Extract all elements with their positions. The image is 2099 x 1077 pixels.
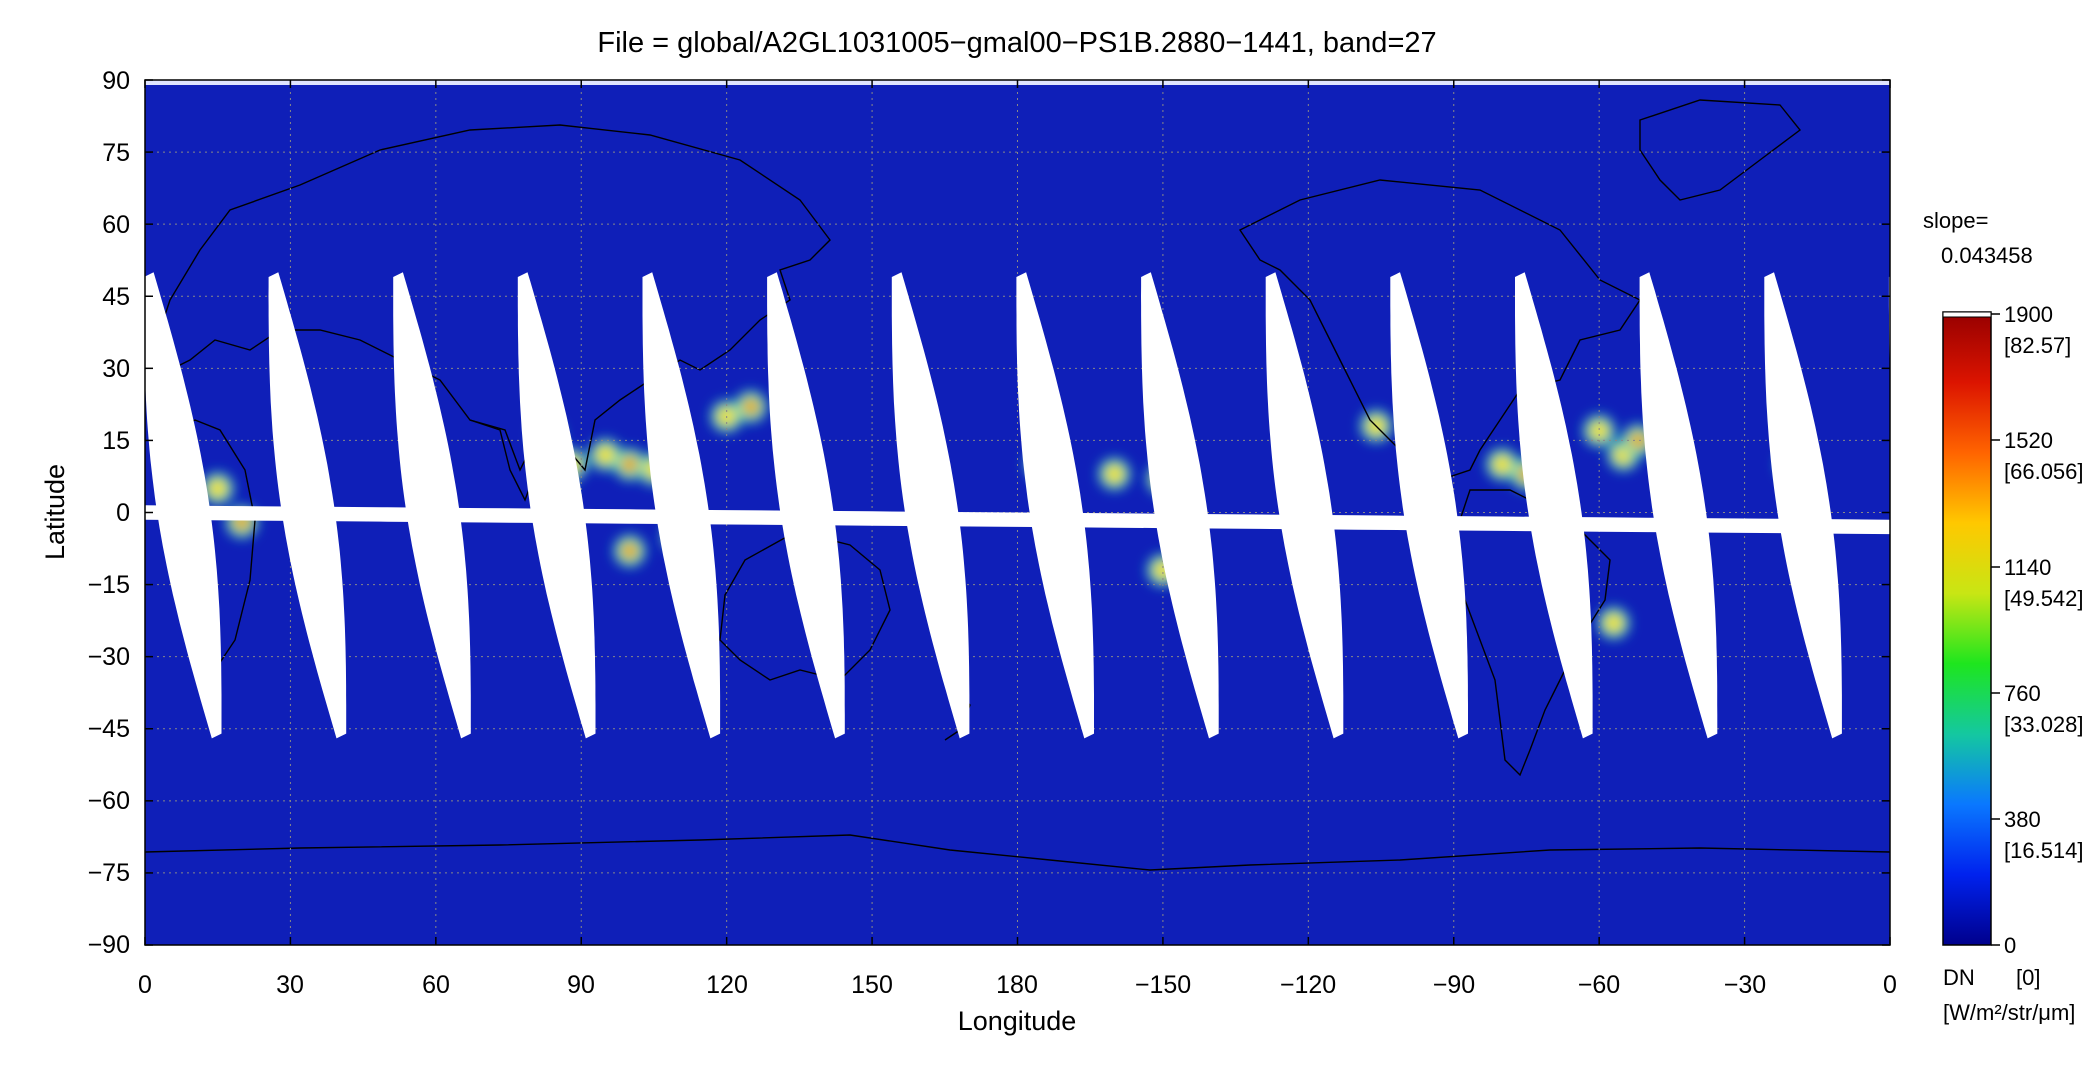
y-tick-label: −60 [88,787,130,815]
orbit-gap [767,272,845,739]
colorbar-rad-label: [49.542] [2004,586,2084,611]
colorbar: slope= 0.043458 1900 [82.57] 1520 [66.05… [1923,208,2084,1025]
y-tick-label: 75 [102,139,130,167]
x-tick-label: −30 [1724,971,1766,999]
colorbar-rad-label: [66.056] [2004,459,2084,484]
orbit-gap [1016,272,1094,739]
colorbar-rad-label: [33.028] [2004,712,2084,737]
orbit-gap [891,272,970,739]
y-tick-label: −45 [88,715,130,743]
colorbar-dn-label: 760 [2004,681,2041,706]
orbit-gap [1390,272,1468,739]
hotspot-core [624,545,635,556]
hotspot-core [624,459,635,470]
colorbar-top-cap [1942,311,1992,318]
colorbar-dn-label: 1520 [2004,428,2053,453]
orbit-gap [393,272,471,739]
hotspot [207,478,228,499]
hotspot-core [1632,435,1643,446]
x-tick-label: 90 [567,971,595,999]
x-tick-label: 30 [276,971,304,999]
orbit-gap [1265,272,1344,739]
chart-title: File = global/A2GL1031005−gmal00−PS1B.28… [597,27,1436,59]
y-tick-label: 60 [102,211,130,239]
hotspot [595,444,616,465]
x-tick-label: −90 [1433,971,1475,999]
x-axis-tick-labels: 0 30 60 90 120 150 180 −150 −120 −90 −60… [138,971,1897,999]
colorbar-ticks [1991,313,2000,946]
coastline-north-america [1238,179,1642,481]
orbit-gap [1764,272,1842,739]
coastline-greenland [1639,99,1801,201]
colorbar-slope-label: slope= [1923,208,1988,233]
colorbar-slope-value: 0.043458 [1941,243,2033,268]
orbit-gap [1639,272,1718,739]
equatorial-gap [145,505,1890,535]
x-tick-label: 0 [138,971,152,999]
y-tick-label: −15 [88,571,130,599]
y-axis-tick-labels: 90 75 60 45 30 15 0 −15 −30 −45 −60 −75 … [88,67,130,959]
x-axis-label: Longitude [958,1006,1077,1036]
hotspot-core [745,401,756,412]
y-axis-label: Latitude [40,464,70,560]
orbit-gaps [145,272,1890,739]
coastline-antarctica [145,834,1890,871]
y-tick-label: −30 [88,643,130,671]
x-tick-label: −60 [1578,971,1620,999]
x-tick-label: 120 [706,971,748,999]
y-tick-label: 45 [102,283,130,311]
orbit-gap [1141,272,1219,739]
orbit-gap [145,272,222,739]
colorbar-dn-label: 1900 [2004,302,2053,327]
hotspot [1104,464,1125,485]
colorbar-dn-label: 1140 [2004,555,2051,580]
y-tick-label: 15 [102,427,130,455]
hotspot [1589,420,1610,441]
colorbar-unit-dn: DN [1943,965,1975,990]
colorbar-dn-label: 0 [2004,933,2016,958]
hotspot [1603,613,1624,634]
x-tick-label: 150 [851,971,893,999]
colorbar-rad-label: [0] [2016,965,2040,990]
x-tick-label: −120 [1280,971,1336,999]
orbit-gap [642,272,721,739]
colorbar-gradient [1942,311,1992,946]
orbit-gap [517,272,596,739]
x-tick-label: 0 [1883,971,1897,999]
x-tick-label: 180 [996,971,1038,999]
colorbar-rad-label: [16.514] [2004,838,2084,863]
colorbar-rad-label: [82.57] [2004,333,2071,358]
y-tick-label: −75 [88,859,130,887]
y-tick-label: −90 [88,931,130,959]
x-tick-label: −150 [1135,971,1191,999]
orbit-gap [268,272,347,739]
orbit-gap [1515,272,1593,739]
x-tick-label: 60 [422,971,450,999]
axis-ticks [144,79,1891,946]
colorbar-unit-rad: [W/m²/str/μm] [1943,1000,2075,1025]
y-tick-label: 0 [116,499,130,527]
map-plot-area [145,80,1890,945]
y-tick-label: 30 [102,355,130,383]
colorbar-dn-label: 380 [2004,807,2041,832]
y-tick-label: 90 [102,67,130,95]
hotspot [1492,454,1513,475]
